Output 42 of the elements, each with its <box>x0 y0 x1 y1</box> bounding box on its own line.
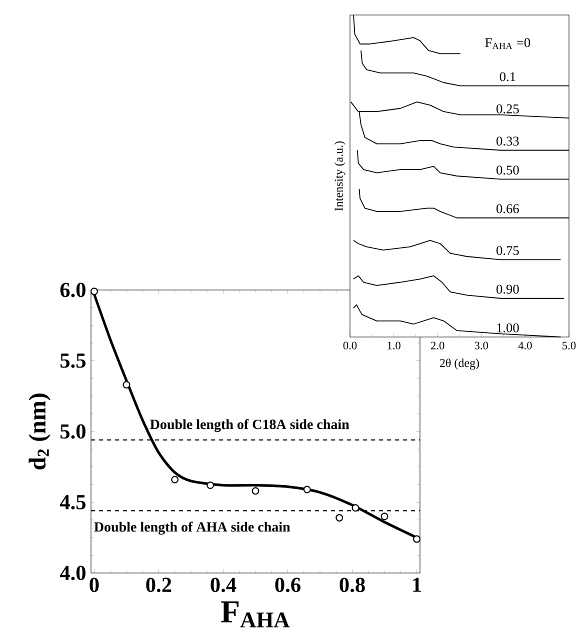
x-tick-label: 1.0 <box>388 342 400 350</box>
x-tick-label: 0.8 <box>340 578 365 592</box>
x-tick-label: 0 <box>90 578 99 592</box>
point <box>352 504 360 512</box>
x-tick-label: 3.0 <box>474 342 488 350</box>
series-label: 0.50 <box>496 166 519 175</box>
y-tick-label: 4.5 <box>60 495 86 510</box>
ref-line-label: Double length of C18A side chain <box>150 419 350 432</box>
y-tick-label: 5.5 <box>60 354 86 368</box>
x-tick-label: 0.2 <box>146 578 172 592</box>
point <box>336 514 344 522</box>
point <box>413 535 421 543</box>
point <box>206 482 214 490</box>
series-label: 0.33 <box>496 136 519 146</box>
point <box>90 288 98 296</box>
y-tick-label: 5.0 <box>60 424 86 439</box>
series-label: F$_{AHA}$ =0 <box>485 38 530 50</box>
point <box>171 476 179 484</box>
x-tick-label: 1 <box>413 578 421 592</box>
x-tick-label: 0.0 <box>343 342 357 350</box>
series-label: 0.66 <box>496 204 519 214</box>
series-label: 0.25 <box>496 104 519 114</box>
ref-line-label: Double length of AHA side chain <box>94 522 290 535</box>
series-label: 0.90 <box>496 284 519 294</box>
x-tick-label: 2.0 <box>431 342 444 350</box>
x-tick-label: 5.0 <box>562 342 576 350</box>
x-tick-label: 4.0 <box>518 342 532 350</box>
series-label: 0.75 <box>496 246 519 256</box>
series-label: 0.1 <box>500 72 516 82</box>
point <box>122 381 130 389</box>
y-axis-title: d$_{2}$ (nm) <box>28 394 50 470</box>
y-tick-label: 4.0 <box>60 566 86 580</box>
y-tick-label: 6.0 <box>60 282 86 298</box>
point <box>252 487 260 495</box>
point <box>380 512 388 520</box>
x-tick-label: 0.6 <box>275 578 300 592</box>
x-axis-title: 2θ (deg) <box>440 358 479 370</box>
series-label: 1.00 <box>497 323 519 332</box>
x-tick-label: 0.4 <box>210 578 236 592</box>
x-axis-title: F$_{AHA}$ <box>221 601 290 628</box>
point <box>303 486 311 494</box>
y-axis-title: Intensity (a.u.) <box>334 141 346 211</box>
